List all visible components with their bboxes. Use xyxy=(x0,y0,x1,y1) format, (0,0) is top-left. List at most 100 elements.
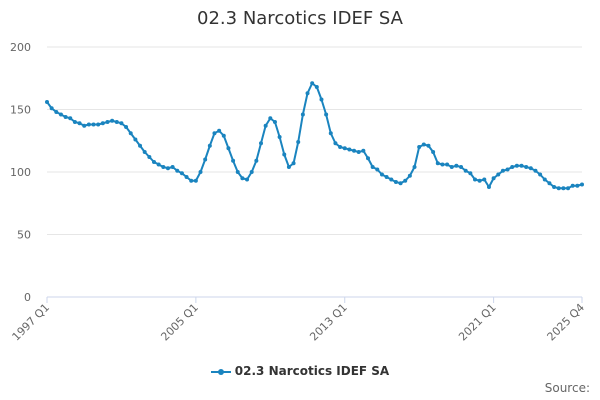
data-point[interactable] xyxy=(217,128,222,133)
data-point[interactable] xyxy=(496,172,501,177)
data-point[interactable] xyxy=(165,166,170,171)
data-point[interactable] xyxy=(454,163,459,168)
data-point[interactable] xyxy=(324,112,329,117)
data-point[interactable] xyxy=(366,156,370,161)
data-point[interactable] xyxy=(468,171,473,176)
data-point[interactable] xyxy=(245,177,250,182)
data-point[interactable] xyxy=(96,122,101,127)
data-point[interactable] xyxy=(338,145,343,149)
data-point[interactable] xyxy=(538,172,543,177)
data-point[interactable] xyxy=(259,141,263,146)
data-point[interactable] xyxy=(473,177,477,182)
data-point[interactable] xyxy=(333,141,338,146)
data-point[interactable] xyxy=(124,125,129,129)
data-point[interactable] xyxy=(114,120,119,124)
data-point[interactable] xyxy=(100,121,105,126)
data-point[interactable] xyxy=(398,181,403,186)
data-point[interactable] xyxy=(491,176,496,181)
data-point[interactable] xyxy=(175,168,180,173)
data-point[interactable] xyxy=(203,157,208,162)
data-point[interactable] xyxy=(552,185,557,189)
data-point[interactable] xyxy=(370,165,375,169)
data-point[interactable] xyxy=(482,177,487,182)
data-point[interactable] xyxy=(575,183,580,188)
data-point[interactable] xyxy=(524,165,529,169)
data-point[interactable] xyxy=(533,168,538,173)
data-point[interactable] xyxy=(221,133,226,138)
data-point[interactable] xyxy=(212,131,217,136)
data-point[interactable] xyxy=(198,170,203,174)
data-point[interactable] xyxy=(235,170,240,174)
data-point[interactable] xyxy=(440,162,445,167)
data-point[interactable] xyxy=(519,163,524,168)
data-point[interactable] xyxy=(347,147,352,152)
data-point[interactable] xyxy=(184,175,189,179)
data-point[interactable] xyxy=(263,123,268,128)
data-point[interactable] xyxy=(156,162,161,167)
data-point[interactable] xyxy=(77,121,82,126)
data-point[interactable] xyxy=(189,178,194,183)
data-point[interactable] xyxy=(249,170,254,174)
data-point[interactable] xyxy=(361,148,366,153)
data-point[interactable] xyxy=(86,122,91,127)
data-point[interactable] xyxy=(542,177,547,182)
data-point[interactable] xyxy=(412,165,417,169)
data-point[interactable] xyxy=(54,110,59,114)
data-point[interactable] xyxy=(389,177,394,182)
data-point[interactable] xyxy=(254,158,259,163)
data-point[interactable] xyxy=(445,162,450,167)
data-point[interactable] xyxy=(305,91,310,96)
data-point[interactable] xyxy=(426,143,431,148)
data-point[interactable] xyxy=(566,186,571,191)
data-point[interactable] xyxy=(152,160,156,164)
data-point[interactable] xyxy=(138,143,143,148)
data-point[interactable] xyxy=(384,175,389,179)
data-point[interactable] xyxy=(510,165,515,169)
data-point[interactable] xyxy=(240,176,245,181)
data-point[interactable] xyxy=(417,145,422,149)
data-point[interactable] xyxy=(282,152,287,157)
data-point[interactable] xyxy=(547,181,552,186)
data-point[interactable] xyxy=(105,120,110,124)
data-point[interactable] xyxy=(58,112,63,117)
data-point[interactable] xyxy=(291,161,296,166)
data-point[interactable] xyxy=(286,165,291,169)
data-point[interactable] xyxy=(272,120,277,124)
data-point[interactable] xyxy=(421,142,426,147)
data-point[interactable] xyxy=(310,81,315,86)
data-point[interactable] xyxy=(268,116,273,121)
data-point[interactable] xyxy=(296,140,301,144)
data-point[interactable] xyxy=(580,182,584,187)
data-point[interactable] xyxy=(393,180,398,184)
legend[interactable]: 02.3 Narcotics IDEF SA xyxy=(0,364,600,378)
data-point[interactable] xyxy=(147,155,152,159)
data-point[interactable] xyxy=(528,166,533,171)
data-point[interactable] xyxy=(133,137,138,142)
data-point[interactable] xyxy=(570,183,575,188)
data-point[interactable] xyxy=(556,186,561,191)
data-point[interactable] xyxy=(561,186,566,191)
data-point[interactable] xyxy=(379,172,384,177)
data-point[interactable] xyxy=(161,165,166,169)
data-point[interactable] xyxy=(193,178,198,183)
data-point[interactable] xyxy=(226,146,231,151)
data-point[interactable] xyxy=(328,131,333,136)
data-point[interactable] xyxy=(277,135,282,139)
data-point[interactable] xyxy=(403,178,408,183)
data-point[interactable] xyxy=(486,185,491,189)
data-point[interactable] xyxy=(407,173,412,178)
data-point[interactable] xyxy=(91,122,96,127)
data-point[interactable] xyxy=(142,150,147,154)
data-point[interactable] xyxy=(459,165,464,169)
data-point[interactable] xyxy=(375,167,380,172)
data-point[interactable] xyxy=(356,150,361,154)
data-point[interactable] xyxy=(435,161,440,166)
data-point[interactable] xyxy=(45,100,49,104)
data-point[interactable] xyxy=(207,143,212,148)
data-point[interactable] xyxy=(68,116,73,121)
data-point[interactable] xyxy=(431,150,436,154)
data-point[interactable] xyxy=(352,148,357,153)
data-point[interactable] xyxy=(314,85,319,89)
data-point[interactable] xyxy=(463,168,468,173)
data-point[interactable] xyxy=(342,146,347,151)
